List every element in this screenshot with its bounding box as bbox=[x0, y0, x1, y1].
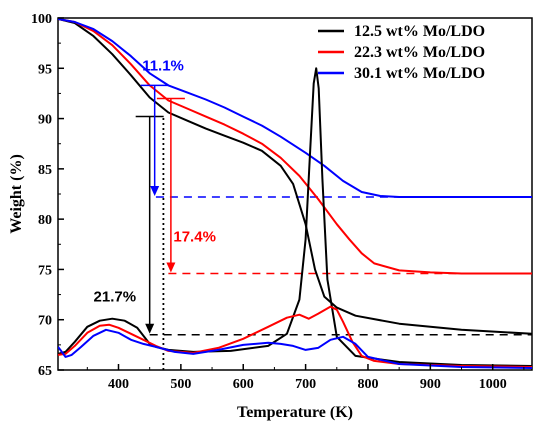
series-line-3-weight bbox=[58, 18, 532, 198]
legend-label-30-1-wt-mo-ldo: 30.1 wt% Mo/LDO bbox=[354, 65, 485, 82]
annotation-arrowhead-2 bbox=[166, 262, 176, 273]
legend-label-22-3-wt-mo-ldo: 22.3 wt% Mo/LDO bbox=[354, 44, 485, 61]
annotation-labels: 21.7% 17.4% 11.1% bbox=[94, 57, 216, 305]
annotation-label-2: 17.4% bbox=[173, 228, 216, 245]
series-line-2-weight bbox=[58, 18, 532, 275]
x-tick-label-900: 900 bbox=[420, 377, 441, 392]
annotation-arrowhead-3 bbox=[150, 186, 160, 197]
legend: 12.5 wt% Mo/LDO 22.3 wt% Mo/LDO 30.1 wt% M… bbox=[318, 23, 485, 82]
annotation-arrows bbox=[135, 84, 185, 334]
series-line-1-weight bbox=[58, 18, 532, 335]
x-axis-ticks: 400 500 600 700 800 900 1000 bbox=[86, 364, 525, 392]
annotation-label-1: 21.7% bbox=[94, 289, 137, 306]
y-axis-title: Weight (%) bbox=[8, 154, 25, 234]
x-tick-label-800: 800 bbox=[357, 377, 378, 392]
y-tick-label-80: 80 bbox=[38, 213, 52, 228]
y-tick-label-85: 85 bbox=[38, 163, 52, 178]
annotation-label-3: 11.1% bbox=[142, 57, 184, 74]
y-tick-label-65: 65 bbox=[38, 364, 52, 379]
y-tick-label-95: 95 bbox=[38, 62, 52, 77]
x-tick-label-700: 700 bbox=[295, 377, 316, 392]
y-tick-label-70: 70 bbox=[38, 314, 52, 329]
series-lines bbox=[58, 18, 532, 369]
y-tick-label-90: 90 bbox=[38, 113, 52, 128]
annotation-arrowhead-1 bbox=[145, 323, 155, 334]
y-tick-label-100: 100 bbox=[31, 12, 52, 27]
x-tick-label-600: 600 bbox=[233, 377, 254, 392]
legend-label-12-5-wt-mo-ldo: 12.5 wt% Mo/LDO bbox=[354, 23, 485, 40]
x-axis-title: Temperature (K) bbox=[237, 404, 353, 421]
series-line-6-derivative bbox=[58, 328, 532, 369]
series-line-4-derivative bbox=[58, 67, 532, 367]
x-tick-label-400: 400 bbox=[108, 377, 129, 392]
x-tick-label-500: 500 bbox=[170, 377, 191, 392]
y-axis-ticks: 65 70 75 80 85 90 95 100 bbox=[31, 12, 64, 379]
x-tick-label-1000: 1000 bbox=[479, 377, 507, 392]
y-tick-label-75: 75 bbox=[38, 263, 52, 278]
series-line-5-derivative bbox=[58, 305, 532, 368]
